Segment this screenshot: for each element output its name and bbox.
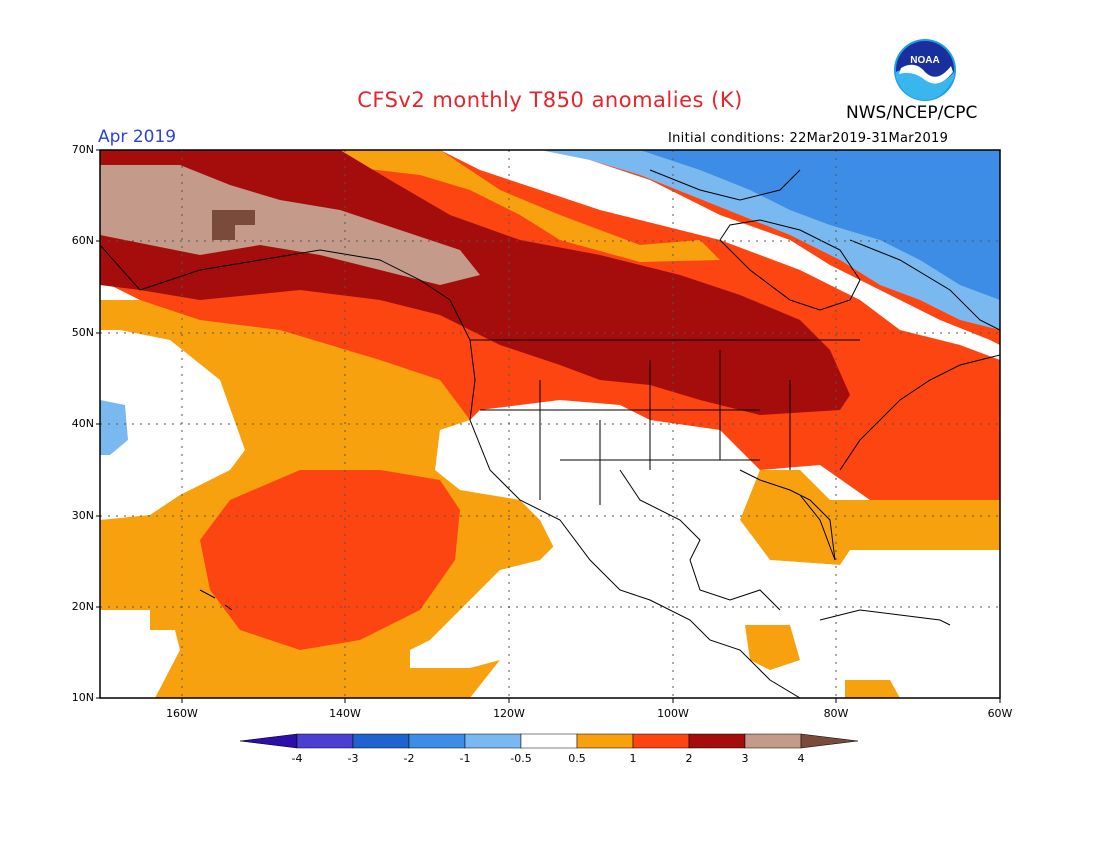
- coastlines: [100, 169, 1000, 698]
- lon-label: 120W: [493, 707, 525, 720]
- colorbar-swatch: [576, 733, 634, 749]
- anomaly-region-neutral-north: [440, 150, 1000, 360]
- lon-label: 80W: [823, 707, 849, 720]
- anomaly-region-orange-south: [845, 680, 900, 698]
- colorbar-label: 4: [797, 752, 805, 765]
- colorbar-swatch: [352, 733, 410, 749]
- anomaly-region-neutral-southwest: [470, 410, 1000, 698]
- lat-label: 70N: [71, 143, 94, 156]
- colorbar: [239, 733, 859, 749]
- lat-label: 20N: [71, 600, 94, 613]
- colorbar-swatch: [520, 733, 578, 749]
- colorbar-label: -1: [459, 752, 471, 765]
- colorbar-label: -3: [347, 752, 359, 765]
- colorbar-swatch: [464, 733, 522, 749]
- anomaly-region-orange-east: [740, 470, 1000, 565]
- colorbar-swatch: [632, 733, 690, 749]
- anomaly-region-orange-north: [310, 150, 720, 262]
- anomaly-region-orange-caribbean: [745, 625, 800, 670]
- colorbar-label: -2: [403, 752, 415, 765]
- lat-label: 30N: [71, 509, 94, 522]
- lon-label: 140W: [329, 707, 361, 720]
- forecast-month: Apr 2019: [98, 127, 177, 147]
- lat-label: 40N: [71, 417, 94, 430]
- noaa-logo: NOAA: [894, 39, 956, 101]
- lon-label: 60W: [987, 707, 1013, 720]
- anomaly-field: [100, 150, 1000, 698]
- colorbar-label: 0.5: [568, 752, 586, 765]
- lat-label: 60N: [71, 234, 94, 247]
- svg-text:NOAA: NOAA: [910, 55, 939, 66]
- anomaly-region-tan: [100, 165, 480, 285]
- colorbar-label: -4: [291, 752, 303, 765]
- colorbar-label: -0.5: [510, 752, 532, 765]
- lat-label: 50N: [71, 326, 94, 339]
- colorbar-swatch: [296, 733, 354, 749]
- colorbar-label: 1: [629, 752, 637, 765]
- anomaly-region-brown: [212, 210, 255, 240]
- lon-label: 100W: [657, 707, 689, 720]
- colorbar-swatch: [408, 733, 466, 749]
- colorbar-arrow-low: [239, 733, 298, 749]
- axis-ticks: [96, 149, 1001, 703]
- chart-title: CFSv2 monthly T850 anomalies (K): [357, 88, 743, 112]
- graticule: [100, 150, 1000, 698]
- lat-label: 10N: [71, 691, 94, 704]
- colorbar-swatch: [744, 733, 802, 749]
- colorbar-arrow-high: [800, 733, 859, 749]
- agency-label: NWS/NCEP/CPC: [846, 103, 978, 123]
- anomaly-region-red-pacific: [200, 470, 460, 650]
- colorbar-label: 2: [685, 752, 693, 765]
- colorbar-swatch: [688, 733, 746, 749]
- colorbar-label: 3: [741, 752, 749, 765]
- anomaly-region-lightblue-pacific: [100, 400, 128, 455]
- anomaly-region-neutral-pacific: [100, 330, 245, 520]
- lon-label: 160W: [166, 707, 198, 720]
- initial-conditions: Initial conditions: 22Mar2019-31Mar2019: [668, 131, 949, 146]
- anomaly-region-blue: [640, 150, 1000, 300]
